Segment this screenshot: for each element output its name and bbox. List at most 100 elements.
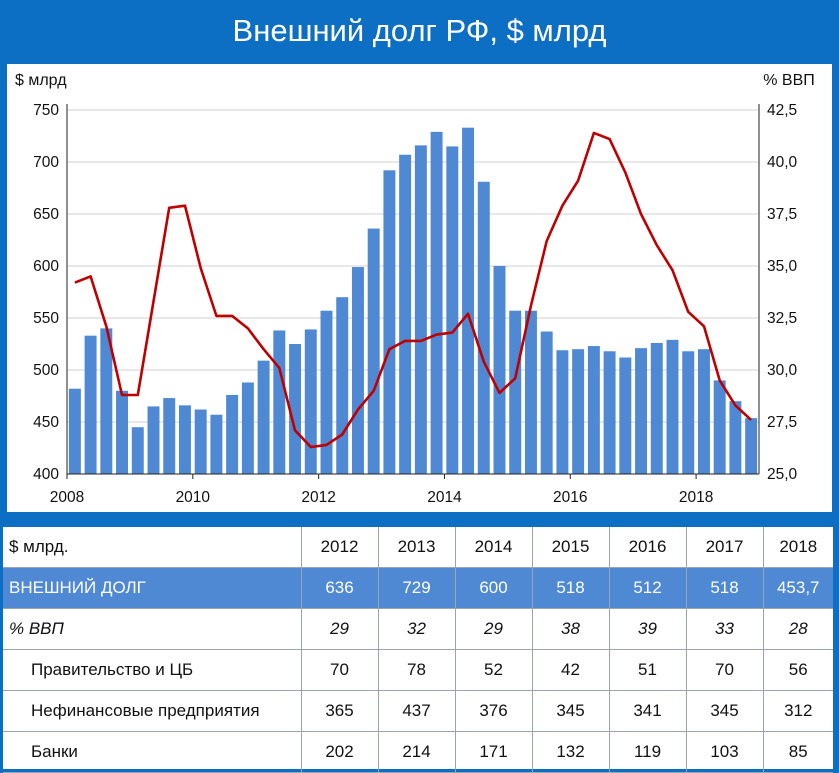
left-axis-unit-label: $ млрд	[15, 72, 67, 89]
left-tick-label: 550	[33, 310, 59, 327]
x-tick-label: 2012	[301, 489, 335, 506]
table-cell: 729	[378, 567, 456, 609]
bar	[116, 390, 129, 474]
debt-chart: 750 42,5 700 40,0 650 37,5 600 35,0 550 32,5 500 30…	[15, 72, 815, 506]
left-tick-label: 500	[33, 362, 59, 379]
bar	[587, 346, 600, 474]
table-cell: 512	[609, 567, 687, 609]
header-year: 2017	[686, 527, 764, 568]
table-cell: 345	[686, 690, 764, 732]
bar	[462, 127, 475, 475]
x-tick-label: 2010	[176, 489, 211, 506]
bar	[493, 266, 506, 474]
row-label: Правительство и ЦБ	[3, 649, 302, 691]
row-label: Нефинансовые предприятия	[3, 690, 302, 732]
bar	[713, 380, 726, 474]
bar	[147, 406, 160, 474]
header-unit: $ млрд.	[3, 527, 302, 568]
table-cell: 78	[378, 649, 456, 691]
row-label: ВНЕШНИЙ ДОЛГ	[3, 567, 302, 609]
chart-title: Внешний долг РФ, $ млрд	[232, 13, 607, 48]
bar	[540, 331, 553, 474]
bar	[619, 357, 632, 474]
table-cell: 29	[301, 608, 379, 650]
bar	[682, 351, 695, 474]
bar	[84, 335, 97, 474]
left-tick-label: 600	[33, 258, 59, 275]
x-tick-label: 2016	[553, 489, 587, 506]
table-cell: 376	[455, 690, 533, 732]
table-cell: 518	[686, 567, 764, 609]
header-year: 2014	[455, 527, 533, 568]
bar	[430, 131, 443, 474]
table-cell: 28	[763, 608, 833, 650]
bar	[304, 329, 317, 474]
bar	[241, 382, 254, 474]
bar	[650, 342, 663, 474]
x-tick-label: 2018	[679, 489, 713, 506]
table-cell: 51	[609, 649, 687, 691]
table-cell: 70	[301, 649, 379, 691]
table-cell: 518	[532, 567, 610, 609]
table-cell: 437	[378, 690, 456, 732]
table-header-row: $ млрд. 2012 2013 2014 2015 2016 2017 20…	[3, 527, 833, 568]
bar	[210, 414, 223, 474]
table-cell: 600	[455, 567, 533, 609]
row-label: Банки	[3, 731, 302, 773]
table-cell: 52	[455, 649, 533, 691]
bar	[273, 330, 286, 474]
table-row-government: Правительство и ЦБ 70 78 52 42 51 70 56	[3, 649, 833, 691]
table-cell: 29	[455, 608, 533, 650]
header-year: 2015	[532, 527, 610, 568]
bar	[603, 351, 616, 474]
bar	[399, 154, 412, 474]
right-tick-label: 37,5	[767, 206, 797, 223]
debt-table: $ млрд. 2012 2013 2014 2015 2016 2017 20…	[3, 527, 833, 773]
header-year: 2016	[609, 527, 687, 568]
table-cell: 341	[609, 690, 687, 732]
bar	[383, 170, 396, 474]
table-row-nonfinancial: Нефинансовые предприятия 365 437 376 345…	[3, 690, 833, 732]
table-cell: 32	[378, 608, 456, 650]
table-row-gdp-share: % ВВП 29 32 29 38 39 33 28	[3, 608, 833, 650]
table-cell: 214	[378, 731, 456, 773]
right-tick-label: 42,5	[767, 102, 797, 119]
table-row-banks: Банки 202 214 171 132 119 103 85	[3, 731, 833, 773]
bar	[226, 394, 239, 474]
right-tick-label: 27,5	[767, 414, 797, 431]
bar	[666, 339, 679, 474]
bar	[556, 350, 569, 474]
bar	[178, 405, 191, 474]
gdp-share-line	[74, 131, 752, 449]
table-cell: 345	[532, 690, 610, 732]
chart-panel: 750 42,5 700 40,0 650 37,5 600 35,0 550 32,5 500 30…	[7, 64, 832, 512]
table-cell: 132	[532, 731, 610, 773]
table-cell: 171	[455, 731, 533, 773]
header-year: 2018	[763, 527, 833, 568]
bar	[257, 360, 270, 474]
bar	[131, 427, 144, 474]
table-cell: 365	[301, 690, 379, 732]
bar	[414, 145, 427, 475]
bar	[68, 388, 81, 474]
table-cell: 202	[301, 731, 379, 773]
right-tick-label: 32,5	[767, 310, 797, 327]
row-label: % ВВП	[3, 608, 302, 650]
table-cell: 103	[686, 731, 764, 773]
bar	[572, 349, 585, 474]
right-tick-label: 40,0	[767, 154, 798, 171]
bar	[745, 418, 758, 474]
table-cell: 38	[532, 608, 610, 650]
bar	[320, 310, 333, 474]
right-tick-label: 30,0	[767, 362, 798, 379]
left-tick-label: 650	[33, 206, 59, 223]
bar	[477, 181, 490, 474]
bar	[697, 349, 710, 474]
left-tick-label: 450	[33, 414, 59, 431]
table-cell: 56	[763, 649, 833, 691]
bar	[446, 146, 459, 474]
x-tick-label: 2014	[427, 489, 462, 506]
left-tick-label: 750	[33, 102, 59, 119]
bar	[351, 267, 364, 474]
bar	[729, 401, 742, 474]
